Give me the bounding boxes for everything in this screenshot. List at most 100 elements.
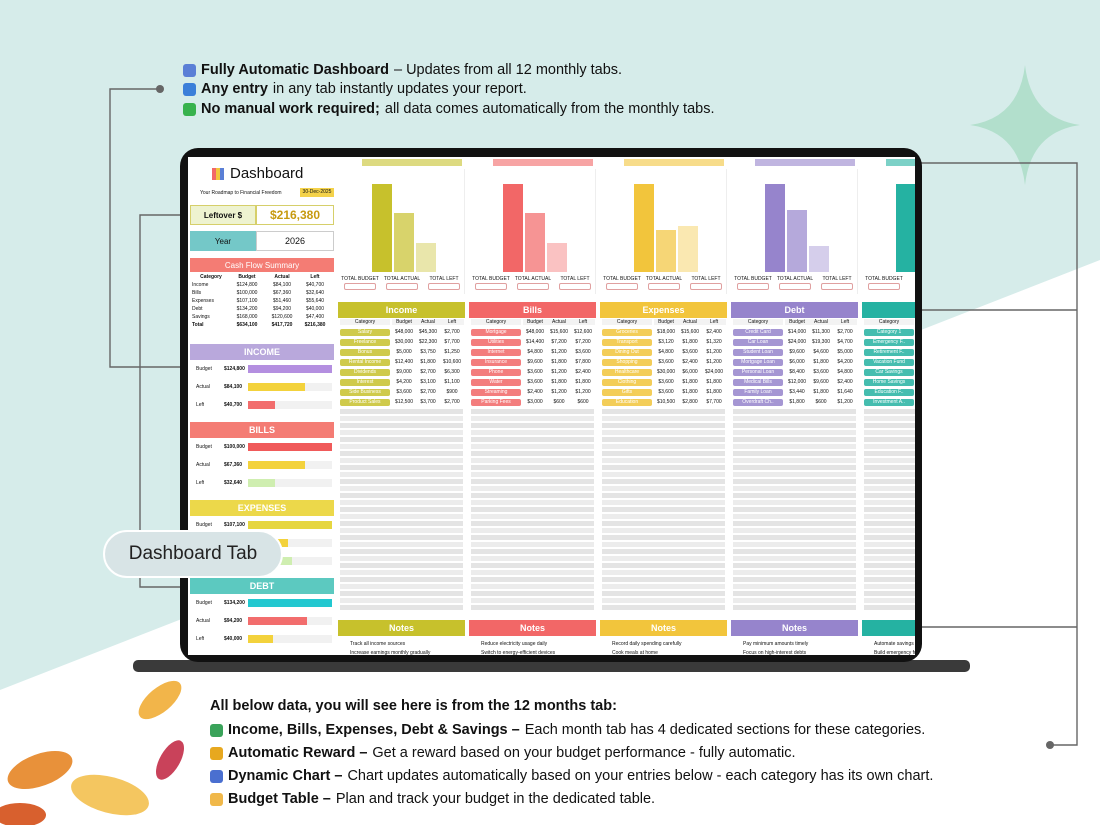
connectors — [109, 88, 1078, 746]
empty-row — [471, 465, 594, 470]
empty-row — [864, 437, 915, 442]
block-label: Budget — [196, 366, 212, 372]
summary-cell: $120,600 — [271, 314, 293, 320]
section-header — [862, 302, 915, 318]
table-cell: $7,200 — [551, 339, 567, 345]
table-cell: $2,400 — [706, 329, 722, 335]
table-cell: Interest — [340, 379, 390, 386]
footer-line: Income, Bills, Expenses, Debt & Savings … — [210, 722, 925, 738]
table-cell: Emergency F.. — [864, 339, 914, 346]
block-value: $94,200 — [224, 618, 243, 624]
empty-row — [471, 528, 594, 533]
empty-row — [340, 507, 463, 512]
note: Track all income sources — [350, 641, 406, 647]
empty-row — [602, 563, 725, 568]
chart-label: TOTAL BUDGET — [472, 276, 510, 282]
footer-text: Each month tab has 4 dedicated sections … — [524, 722, 926, 738]
empty-row — [733, 605, 856, 610]
table-cell: Shopping — [602, 359, 652, 366]
empty-row — [340, 584, 463, 589]
empty-row — [733, 521, 856, 526]
column-header: Left — [440, 319, 464, 325]
table-cell: $2,800 — [682, 399, 698, 405]
empty-row — [340, 479, 463, 484]
table-cell: $2,700 — [837, 329, 853, 335]
empty-row — [340, 535, 463, 540]
empty-row — [864, 542, 915, 547]
connector-dot — [156, 85, 164, 93]
summary-cell: $107,100 — [236, 298, 258, 304]
summary-cell: $40,700 — [305, 282, 325, 288]
intro-bold: Any entry — [201, 81, 268, 97]
column-header: Budget — [654, 319, 678, 325]
block-bar-track — [248, 635, 332, 643]
table-cell: $3,600 — [658, 359, 674, 365]
chart-title-bar — [493, 159, 593, 166]
empty-row — [340, 409, 463, 414]
empty-row — [602, 437, 725, 442]
table-cell: $15,600 — [680, 329, 700, 335]
chart-bar — [416, 243, 436, 272]
empty-row — [602, 444, 725, 449]
empty-row — [471, 542, 594, 547]
table-cell: $9,600 — [527, 359, 543, 365]
empty-row — [733, 584, 856, 589]
table-cell: $1,200 — [551, 369, 567, 375]
empty-row — [733, 507, 856, 512]
table-cell: $3,120 — [658, 339, 674, 345]
chart-title-bar — [755, 159, 855, 166]
empty-row — [471, 430, 594, 435]
empty-row — [864, 451, 915, 456]
chart-label: TOTAL LEFT — [560, 276, 590, 282]
empty-row — [602, 507, 725, 512]
table-cell: $3,750 — [420, 349, 436, 355]
empty-row — [340, 514, 463, 519]
block-bar — [248, 401, 276, 409]
table-cell: Side Business — [340, 389, 390, 396]
table-cell: $9,000 — [396, 369, 412, 375]
block-bar — [248, 461, 305, 469]
table-cell: $5,000 — [396, 349, 412, 355]
summary-cell: $168,000 — [236, 314, 258, 320]
block-value: $100,000 — [224, 444, 245, 450]
summary-cell: $124,800 — [236, 282, 258, 288]
table-cell: Clothing — [602, 379, 652, 386]
screen: Dashboard Your Roadmap to Financial Freed… — [188, 157, 915, 655]
chart-box — [648, 283, 680, 290]
table-cell: $5,000 — [837, 349, 853, 355]
empty-row — [602, 570, 725, 575]
table-cell: $11,300 — [812, 329, 830, 335]
table-cell: $10,600 — [442, 359, 462, 365]
empty-row — [602, 514, 725, 519]
empty-row — [733, 479, 856, 484]
column-header: Actual — [416, 319, 440, 325]
chart-box — [344, 283, 376, 290]
footer-text: Chart updates automatically based on you… — [347, 768, 934, 784]
star — [970, 65, 1080, 185]
block-label: Actual — [196, 462, 210, 468]
footer-bold: Dynamic Chart – — [228, 768, 343, 784]
table-cell: Mortgage — [471, 329, 521, 336]
chart-label: TOTAL ACTUAL — [645, 276, 683, 282]
empty-row — [864, 535, 915, 540]
date: 30-Dec-2025 — [300, 188, 334, 197]
notes-header: Notes — [731, 620, 858, 636]
block-header: DEBT — [190, 578, 334, 594]
empty-row — [340, 556, 463, 561]
block-bar — [248, 365, 332, 373]
icon — [210, 723, 223, 737]
table-cell: Product Sales — [340, 399, 390, 406]
empty-row — [864, 563, 915, 568]
table-cell: $3,600 — [658, 389, 674, 395]
table-cell: $1,800 — [420, 359, 436, 365]
column-header: Actual — [547, 319, 571, 325]
summary-cell: $94,200 — [272, 306, 292, 312]
table-cell: $1,800 — [706, 389, 722, 395]
chart-bar — [525, 212, 545, 272]
summary-cell: $216,380 — [304, 322, 326, 328]
empty-row — [733, 563, 856, 568]
table-cell: Vacation Fund — [864, 359, 914, 366]
table-cell: $48,000 — [525, 329, 545, 335]
table-cell: $1,800 — [706, 379, 722, 385]
